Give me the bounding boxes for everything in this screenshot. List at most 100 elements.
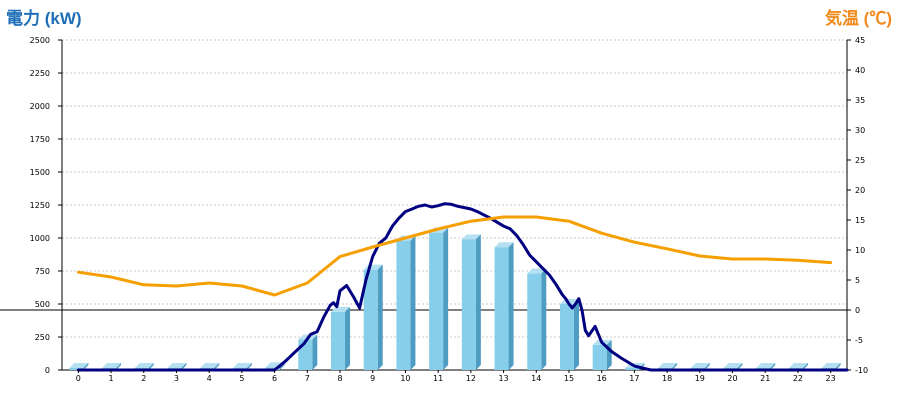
y-left-tick-label: 1000 bbox=[30, 234, 50, 243]
x-tick-label: 2 bbox=[141, 374, 146, 383]
x-tick-label: 1 bbox=[109, 374, 114, 383]
bar bbox=[429, 232, 444, 370]
bar bbox=[559, 304, 574, 370]
bar bbox=[494, 247, 509, 370]
bar-top bbox=[658, 363, 678, 368]
bar-side bbox=[116, 363, 122, 370]
bar-top bbox=[331, 306, 351, 312]
left-axis-title: 電力 (kW) bbox=[6, 9, 82, 28]
bar-top bbox=[134, 363, 154, 368]
y-right-tick-label: 20 bbox=[855, 186, 865, 195]
bar bbox=[592, 344, 607, 370]
bar-top bbox=[69, 363, 89, 368]
x-tick-label: 9 bbox=[370, 374, 375, 383]
y-right-tick-label: 10 bbox=[855, 246, 865, 255]
bar-side bbox=[704, 363, 710, 370]
x-tick-label: 0 bbox=[76, 374, 81, 383]
x-tick-label: 23 bbox=[826, 374, 836, 383]
y-right-tick-label: 35 bbox=[855, 96, 865, 105]
bar bbox=[527, 273, 542, 370]
x-tick-label: 4 bbox=[207, 374, 212, 383]
bar bbox=[461, 239, 476, 370]
bar-side bbox=[672, 363, 678, 370]
x-tick-label: 7 bbox=[305, 374, 310, 383]
bar-top bbox=[200, 363, 220, 368]
bar-side bbox=[475, 234, 481, 370]
y-left-tick-label: 0 bbox=[45, 366, 50, 375]
bar bbox=[363, 269, 378, 370]
y-right-tick-label: 30 bbox=[855, 126, 865, 135]
bar-top bbox=[723, 363, 743, 368]
y-right-tick-label: 40 bbox=[855, 66, 865, 75]
bar-side bbox=[410, 235, 416, 370]
bar-side bbox=[541, 268, 547, 370]
x-tick-label: 12 bbox=[466, 374, 476, 383]
x-tick-label: 14 bbox=[531, 374, 541, 383]
bar-side bbox=[770, 363, 776, 370]
y-left-tick-label: 500 bbox=[35, 300, 50, 309]
bar-top bbox=[494, 242, 514, 248]
bar-top bbox=[527, 268, 547, 274]
y-right-tick-label: 5 bbox=[855, 276, 860, 285]
y-right-tick-label: -5 bbox=[855, 336, 863, 345]
x-tick-label: 22 bbox=[793, 374, 803, 383]
x-tick-label: 16 bbox=[597, 374, 607, 383]
bar-top bbox=[461, 234, 481, 240]
bar-side bbox=[181, 363, 187, 370]
bar-side bbox=[83, 363, 89, 370]
bar-top bbox=[232, 363, 252, 368]
bar bbox=[396, 240, 411, 370]
bar-top bbox=[167, 363, 187, 368]
y-left-tick-label: 1500 bbox=[30, 168, 50, 177]
bar-side bbox=[345, 306, 351, 370]
y-left-tick-label: 2000 bbox=[30, 102, 50, 111]
x-tick-label: 3 bbox=[174, 374, 179, 383]
x-tick-label: 13 bbox=[498, 374, 508, 383]
x-tick-label: 15 bbox=[564, 374, 574, 383]
x-tick-label: 6 bbox=[272, 374, 277, 383]
bar-side bbox=[835, 363, 841, 370]
bar bbox=[331, 311, 346, 370]
bar bbox=[69, 368, 84, 370]
bar-top bbox=[102, 363, 122, 368]
x-tick-label: 19 bbox=[695, 374, 705, 383]
x-tick-label: 18 bbox=[662, 374, 672, 383]
x-tick-label: 20 bbox=[727, 374, 737, 383]
y-right-tick-label: -10 bbox=[855, 366, 868, 375]
bar-top bbox=[756, 363, 776, 368]
y-left-tick-label: 1250 bbox=[30, 201, 50, 210]
x-tick-label: 11 bbox=[433, 374, 443, 383]
x-tick-label: 17 bbox=[629, 374, 639, 383]
power-line bbox=[76, 202, 849, 372]
bar-side bbox=[802, 363, 808, 370]
x-tick-label: 5 bbox=[239, 374, 244, 383]
bar-side bbox=[443, 227, 449, 370]
bar-side bbox=[737, 363, 743, 370]
y-left-tick-label: 250 bbox=[35, 333, 50, 342]
bar-side bbox=[312, 334, 318, 370]
y-left-tick-label: 2500 bbox=[30, 36, 50, 45]
bar-side bbox=[377, 264, 383, 370]
bar-side bbox=[214, 363, 220, 370]
x-tick-label: 21 bbox=[760, 374, 770, 383]
x-tick-label: 10 bbox=[400, 374, 410, 383]
y-right-tick-label: 0 bbox=[855, 306, 860, 315]
bar-top bbox=[559, 299, 579, 304]
bar-side bbox=[148, 363, 154, 370]
y-left-tick-label: 750 bbox=[35, 267, 50, 276]
bar-side bbox=[573, 299, 579, 370]
bar-top bbox=[788, 363, 808, 368]
y-left-tick-label: 2250 bbox=[30, 69, 50, 78]
bar-side bbox=[606, 339, 612, 370]
y-left-tick-label: 1750 bbox=[30, 135, 50, 144]
y-right-tick-label: 45 bbox=[855, 36, 865, 45]
right-axis-title: 気温 (℃) bbox=[824, 9, 892, 28]
temperature-line bbox=[76, 215, 833, 297]
y-right-tick-label: 25 bbox=[855, 156, 865, 165]
bar-side bbox=[508, 242, 514, 370]
y-right-tick-label: 15 bbox=[855, 216, 865, 225]
x-tick-label: 8 bbox=[337, 374, 342, 383]
bar-top bbox=[690, 363, 710, 368]
bar-side bbox=[246, 363, 252, 370]
